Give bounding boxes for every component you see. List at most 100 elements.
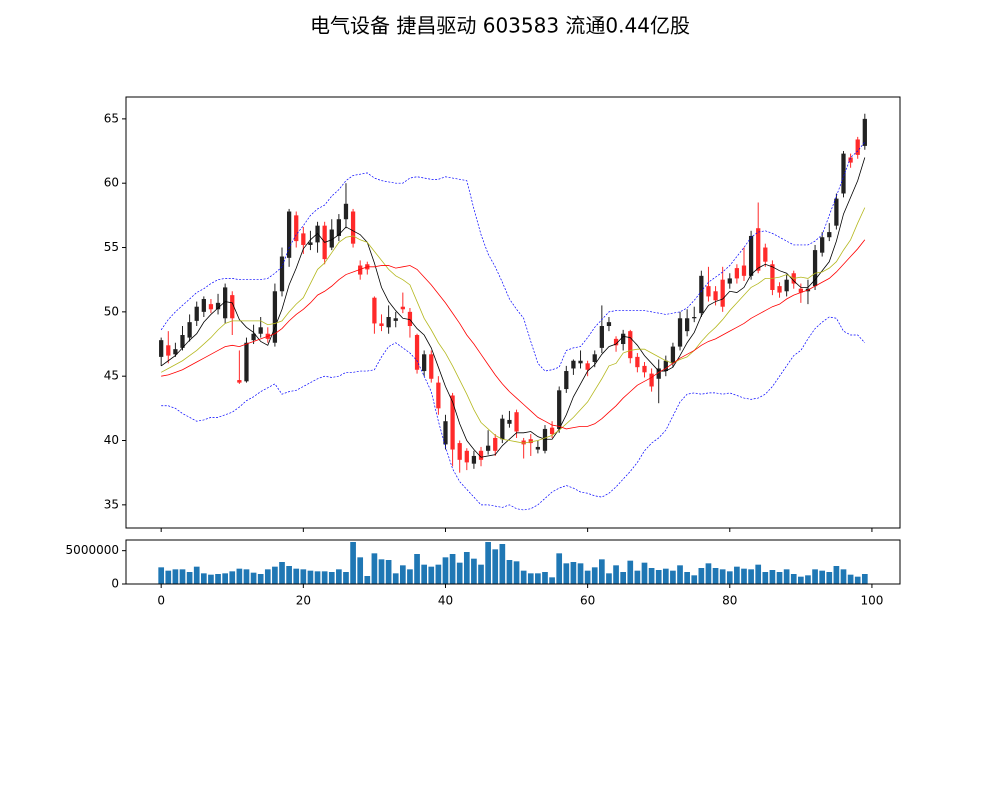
candle-body: [450, 395, 455, 450]
volume-bar: [478, 564, 484, 584]
candle-body: [635, 356, 640, 368]
candle-body: [557, 390, 562, 429]
candle-body: [464, 450, 469, 463]
candle-body: [237, 380, 242, 383]
volume-bar: [506, 560, 513, 584]
candle-body: [713, 291, 718, 301]
band-line: [161, 316, 866, 511]
volume-bar: [535, 573, 541, 584]
volume-bar: [250, 572, 257, 584]
candle-body: [201, 298, 206, 312]
volume-bar: [328, 572, 335, 584]
volume-bar: [158, 567, 165, 584]
x-tick-label: 60: [580, 594, 595, 608]
volume-bar: [208, 574, 214, 584]
volume-bar: [861, 574, 868, 584]
candle-body: [812, 250, 818, 287]
candle-body: [649, 373, 654, 387]
volume-bar: [229, 571, 236, 584]
volume-bar: [357, 557, 364, 584]
volume-bar: [684, 572, 690, 584]
volume-bar: [350, 542, 356, 584]
volume-bar: [399, 565, 406, 584]
volume-bar: [336, 569, 342, 584]
candle-body: [393, 318, 398, 321]
volume-bar: [499, 544, 506, 584]
candle-body: [194, 306, 199, 321]
candle-body: [493, 437, 498, 451]
candle-body: [621, 333, 626, 345]
volume-bar: [776, 572, 783, 584]
candle-body: [564, 371, 569, 390]
candle-body: [372, 297, 377, 324]
candle-body: [585, 363, 590, 370]
candle-body: [336, 219, 341, 236]
candle-body: [471, 455, 477, 464]
candle-body: [677, 318, 683, 347]
candle-body: [422, 354, 427, 372]
volume-bar: [613, 565, 619, 584]
volume-bar: [435, 564, 442, 584]
ma-line: [160, 207, 866, 444]
candle-body: [628, 331, 633, 359]
volume-bar: [264, 569, 271, 584]
volume-bar: [655, 570, 662, 584]
candle-body: [663, 360, 668, 372]
volume-bar: [769, 570, 776, 584]
volume-bar: [527, 573, 534, 584]
candle-body: [848, 157, 853, 163]
volume-bar: [314, 571, 321, 584]
axes-frame: [125, 96, 901, 529]
volume-bar: [179, 569, 186, 584]
volume-bar: [542, 572, 548, 584]
candle-body: [308, 242, 313, 245]
volume-bar: [321, 571, 328, 584]
candle-body: [549, 427, 555, 435]
candle-body: [215, 302, 221, 310]
volume-bar: [186, 572, 193, 584]
volume-bar: [272, 566, 278, 584]
candle-body: [457, 443, 462, 460]
candle-body: [571, 360, 576, 369]
candle-body: [343, 203, 349, 220]
volume-bar: [520, 570, 527, 584]
volume-bar: [748, 569, 754, 584]
candle-body: [578, 360, 583, 364]
y-tick-label: 50: [104, 304, 119, 318]
volume-bar: [591, 567, 598, 584]
volume-bar: [421, 564, 427, 584]
candle-body: [279, 256, 285, 292]
volume-bar: [847, 574, 854, 584]
volume-bar: [783, 569, 790, 584]
volume-bar: [485, 542, 491, 584]
volume-bar: [385, 560, 392, 584]
y-tick-label: 5000000: [66, 543, 119, 557]
candle-body: [784, 279, 789, 292]
volume-bar: [620, 572, 627, 584]
volume-bar: [634, 570, 641, 584]
x-tick-label: 40: [438, 594, 453, 608]
candle-body: [777, 286, 782, 293]
volume-bar: [172, 569, 179, 584]
candle-body: [748, 235, 754, 276]
volume-bar: [712, 568, 719, 584]
candle-body: [798, 288, 803, 293]
volume-bar: [215, 574, 221, 584]
volume-bar: [492, 549, 499, 584]
volume-bar: [577, 563, 584, 584]
volume-bar: [222, 573, 228, 584]
candle-body: [379, 323, 384, 327]
volume-bar: [414, 554, 420, 584]
volume-bar: [449, 554, 456, 584]
candle-body: [642, 365, 647, 373]
y-tick-label: 55: [104, 240, 119, 254]
candle-body: [862, 118, 867, 146]
candle-body: [592, 354, 597, 363]
candle-body: [350, 211, 356, 244]
volume-bar: [705, 563, 712, 584]
candle-body: [180, 335, 185, 348]
volume-bar: [286, 566, 292, 584]
volume-bar: [307, 570, 314, 584]
candle-body: [827, 232, 832, 238]
candle-body: [656, 368, 661, 379]
